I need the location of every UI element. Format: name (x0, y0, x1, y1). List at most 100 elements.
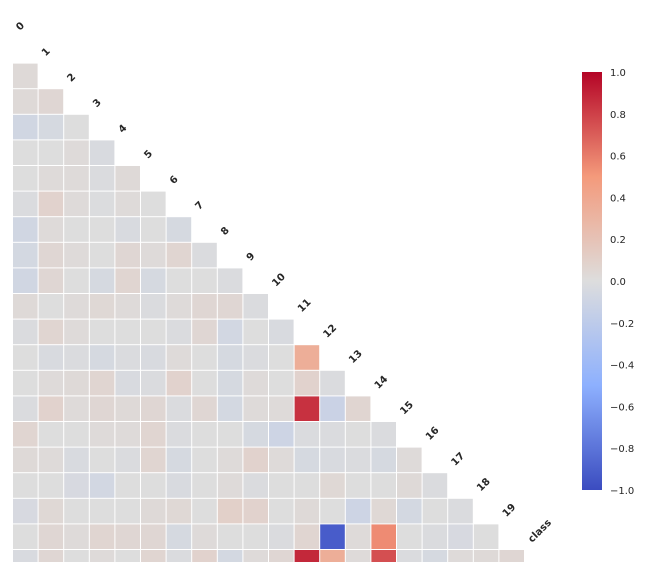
heatmap-cell-10-1 (38, 294, 64, 319)
heatmap-cell-class-15 (397, 550, 422, 562)
heatmap-cell-5-0 (13, 166, 38, 191)
heatmap-cell-class-6 (166, 550, 192, 562)
heatmap-cell-4-1 (38, 140, 64, 165)
heatmap-cell-class-0 (13, 550, 38, 562)
variable-label-17: 17 (450, 451, 468, 469)
heatmap-cell-19-5 (141, 524, 166, 549)
heatmap-cell-11-3 (89, 319, 115, 345)
heatmap-cell-19-10 (269, 524, 294, 549)
heatmap-cell-19-14 (371, 524, 396, 549)
heatmap-cell-8-6 (166, 242, 192, 268)
heatmap-cell-7-2 (64, 217, 89, 242)
heatmap-cell-17-11 (294, 473, 320, 498)
heatmap-cell-8-0 (13, 242, 38, 268)
heatmap-cell-16-14 (371, 447, 396, 473)
heatmap-cell-11-8 (217, 319, 243, 345)
heatmap-cell-12-6 (166, 345, 192, 370)
heatmap-cell-19-6 (166, 524, 192, 549)
heatmap-cell-13-8 (217, 370, 243, 396)
heatmap-cell-10-3 (89, 294, 115, 319)
colorbar-tick-label: −0.4 (610, 361, 634, 372)
heatmap-cell-16-7 (192, 447, 217, 473)
heatmap-cell-11-1 (38, 319, 64, 345)
variable-label-1: 1 (40, 46, 53, 59)
colorbar: 1.0 0.8 0.6 0.4 0.2 0.0 −0.2 −0.4 −0.6 −0.8 −1.0 (582, 68, 634, 497)
heatmap-cell-17-9 (243, 473, 268, 498)
heatmap-cell-17-2 (64, 473, 89, 498)
heatmap-cell-8-1 (38, 242, 64, 268)
heatmap-cell-15-0 (13, 422, 38, 447)
heatmap-cell-17-13 (345, 473, 371, 498)
heatmap-cell-class-7 (192, 550, 217, 562)
heatmap-cell-9-0 (13, 268, 38, 293)
heatmap-cell-12-5 (141, 345, 166, 370)
heatmap-cell-7-6 (166, 217, 192, 242)
heatmap-cell-19-2 (64, 524, 89, 549)
heatmap-cell-18-0 (13, 498, 38, 524)
heatmap-cell-14-7 (192, 396, 217, 421)
heatmap-cell-18-7 (192, 498, 217, 524)
heatmap-cell-8-5 (141, 242, 166, 268)
heatmap-cell-11-10 (269, 319, 294, 345)
variable-label-8: 8 (219, 225, 232, 238)
heatmap-cell-10-6 (166, 294, 192, 319)
heatmap-cell-14-11 (294, 396, 320, 421)
heatmap-cell-15-3 (89, 422, 115, 447)
heatmap-cell-15-7 (192, 422, 217, 447)
heatmap-cell-12-10 (269, 345, 294, 370)
heatmap-cell-19-13 (345, 524, 371, 549)
heatmap-cell-16-6 (166, 447, 192, 473)
heatmap-cell-6-4 (115, 191, 140, 217)
colorbar-tick-label: 0.6 (610, 152, 626, 163)
heatmap-cell-17-0 (13, 473, 38, 498)
variable-label-18: 18 (475, 476, 493, 494)
heatmap-cell-14-10 (269, 396, 294, 421)
heatmap-cell-class-4 (115, 550, 140, 562)
heatmap-cell-12-7 (192, 345, 217, 370)
heatmap-cell-8-4 (115, 242, 140, 268)
heatmap-cell-18-6 (166, 498, 192, 524)
heatmap-cell-12-8 (217, 345, 243, 370)
heatmap-cell-11-5 (141, 319, 166, 345)
heatmap-cell-class-3 (89, 550, 115, 562)
heatmap-cell-15-2 (64, 422, 89, 447)
heatmap-cell-9-8 (217, 268, 243, 293)
heatmap-cell-18-14 (371, 498, 396, 524)
heatmap-cell-15-4 (115, 422, 140, 447)
heatmap-cell-19-18 (473, 524, 499, 549)
heatmap-cell-9-6 (166, 268, 192, 293)
variable-label-6: 6 (168, 174, 181, 187)
heatmap-cell-12-9 (243, 345, 268, 370)
heatmap-cell-13-3 (89, 370, 115, 396)
variable-label-0: 0 (14, 20, 27, 33)
heatmap-cell-class-11 (294, 550, 320, 562)
variable-label-15: 15 (398, 399, 416, 417)
variable-label-10: 10 (270, 271, 288, 289)
heatmap-cell-18-2 (64, 498, 89, 524)
heatmap-cell-12-0 (13, 345, 38, 370)
heatmap-cell-14-1 (38, 396, 64, 421)
heatmap-cell-10-0 (13, 294, 38, 319)
heatmap-cell-9-5 (141, 268, 166, 293)
heatmap-cell-18-9 (243, 498, 268, 524)
heatmap-cell-13-2 (64, 370, 89, 396)
heatmap-cell-17-8 (217, 473, 243, 498)
heatmap-cell-16-1 (38, 447, 64, 473)
heatmap-cell-18-11 (294, 498, 320, 524)
heatmap-cell-15-14 (371, 422, 396, 447)
heatmap-cell-3-1 (38, 114, 64, 140)
colorbar-tick-label: 0.8 (610, 110, 626, 121)
colorbar-bar (582, 72, 602, 490)
heatmap-cell-19-4 (115, 524, 140, 549)
heatmap-cell-19-7 (192, 524, 217, 549)
heatmap-cell-2-0 (13, 89, 38, 114)
heatmap-cell-15-11 (294, 422, 320, 447)
heatmap-cell-5-4 (115, 166, 140, 191)
heatmap-cell-14-2 (64, 396, 89, 421)
heatmap-cell-9-1 (38, 268, 64, 293)
heatmap-cell-14-0 (13, 396, 38, 421)
heatmap-cell-9-4 (115, 268, 140, 293)
heatmap-cell-11-6 (166, 319, 192, 345)
heatmap-cell-7-3 (89, 217, 115, 242)
